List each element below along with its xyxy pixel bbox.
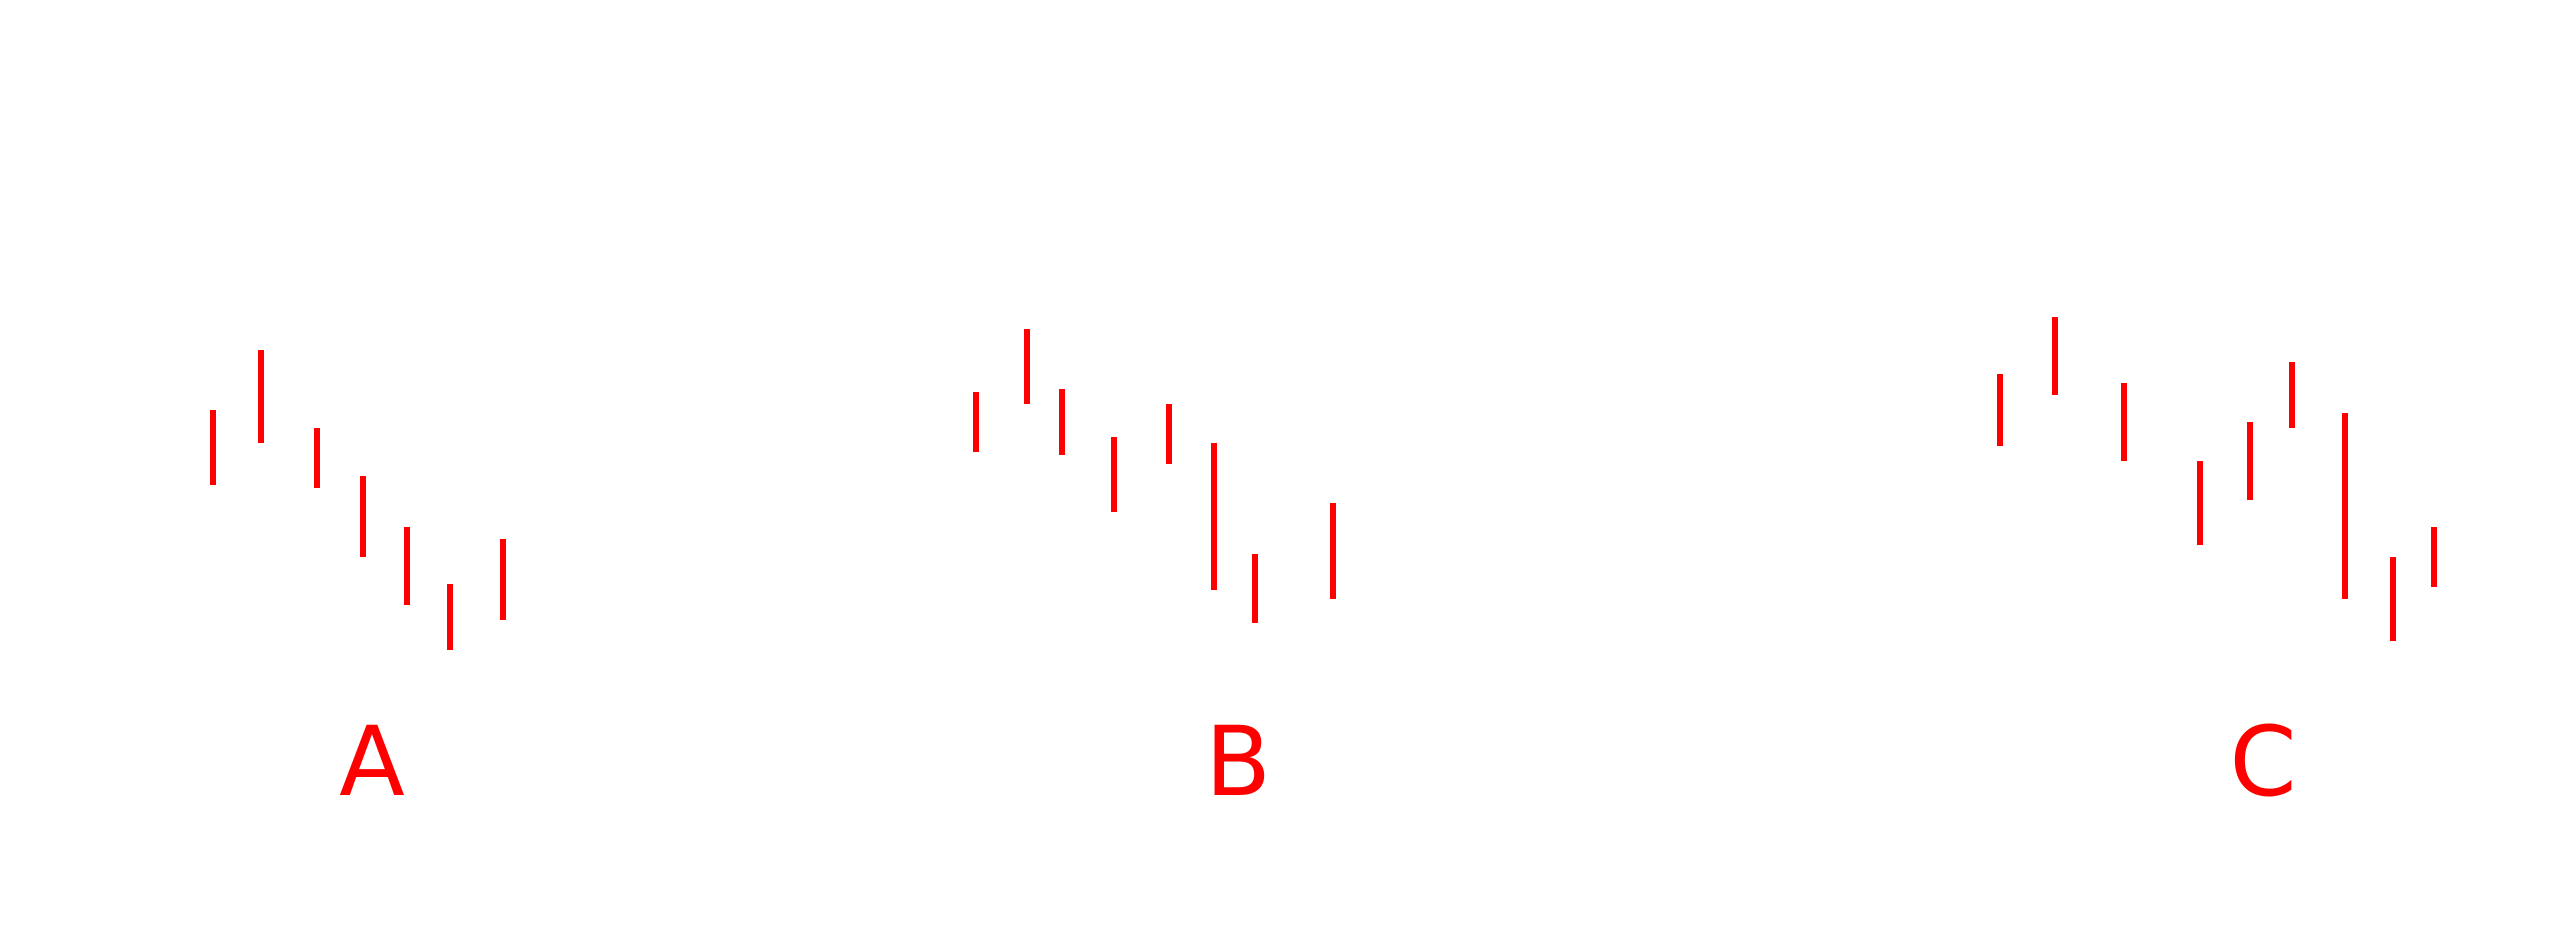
- panel-a-label: A: [339, 706, 405, 818]
- panel-c: C: [1997, 317, 2437, 818]
- panel-c-label: C: [2229, 706, 2296, 818]
- panel-c-bars: [1997, 317, 2437, 641]
- panel-a: A: [210, 350, 506, 818]
- panel-b-label: B: [1205, 706, 1271, 818]
- panel-b: B: [973, 329, 1336, 818]
- panel-a-bars: [210, 350, 506, 650]
- panel-b-bars: [973, 329, 1336, 623]
